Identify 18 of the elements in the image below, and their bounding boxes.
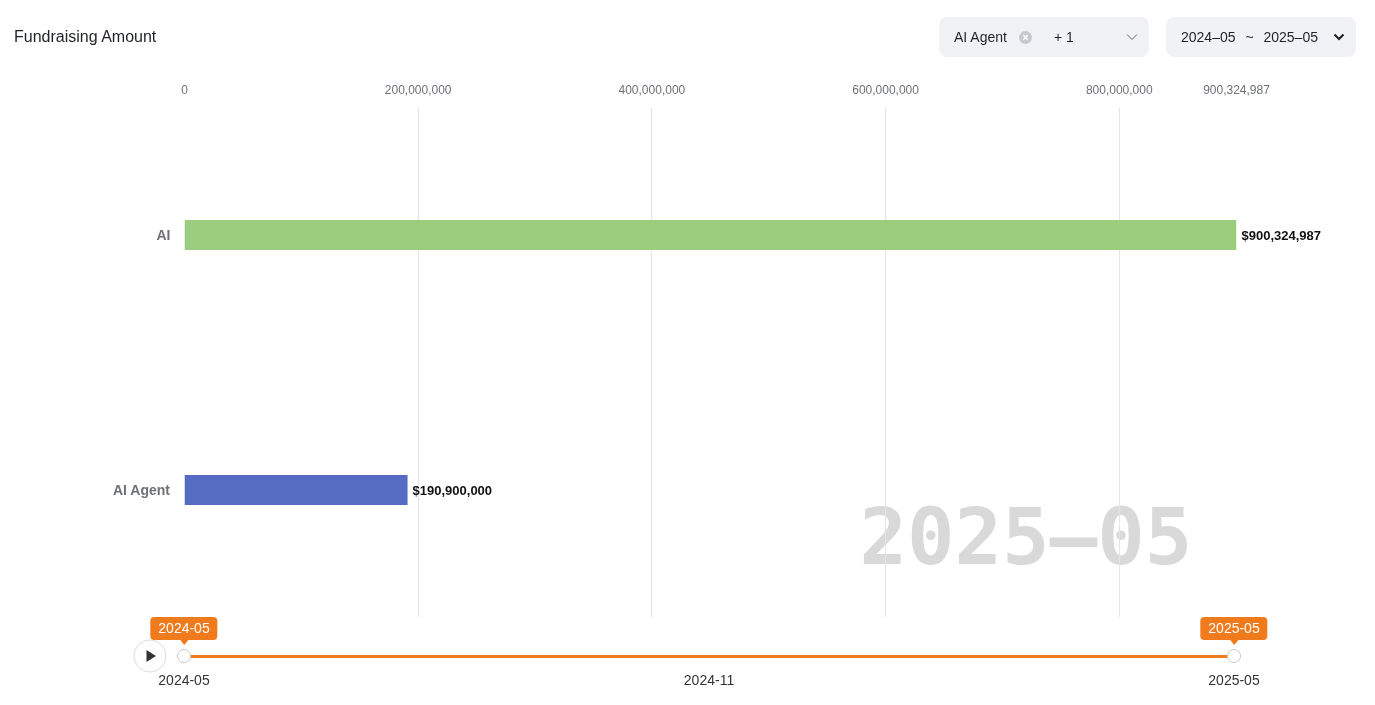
x-tick-label: 800,000,000 [1085, 82, 1153, 97]
text: 2024–05 ~ 2025–05 [1181, 28, 1318, 47]
text: 2025-05 [1208, 672, 1260, 688]
data-label: $900,324,987 [1241, 227, 1322, 243]
chart-title: Fundraising Amount [14, 27, 157, 47]
x-tick-label: 600,000,000 [852, 82, 920, 97]
y-tick-label: AI [156, 227, 171, 243]
text: 2024-11 [683, 672, 735, 688]
x-tick-label: 0 [181, 82, 189, 97]
data-label: $190,900,000 [412, 482, 493, 498]
text: AI Agent [954, 28, 1007, 47]
x-tick-label: 900,324,987 [1203, 82, 1271, 97]
x-tick-label: 400,000,000 [618, 82, 686, 97]
text: 2025-05 [1200, 617, 1268, 640]
x-tick-label: 200,000,000 [384, 82, 452, 97]
text: + 1 [1054, 28, 1074, 47]
text: 2024-05 [150, 617, 218, 640]
text: 2024-05 [158, 672, 210, 688]
